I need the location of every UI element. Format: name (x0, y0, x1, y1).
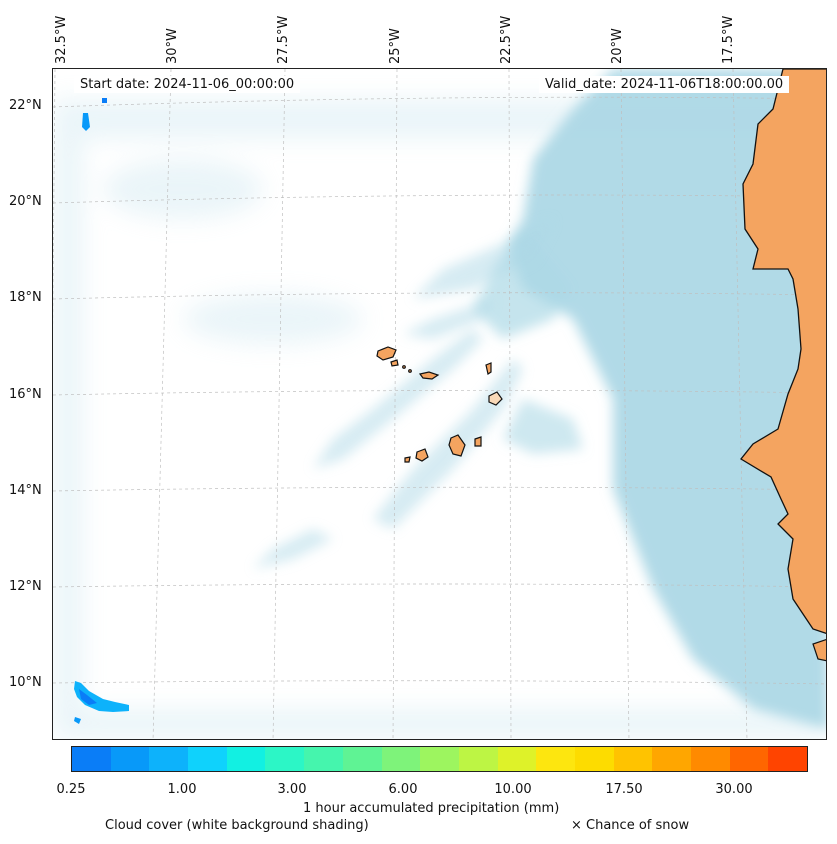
start-date-label: Start date: 2024-11-06_00:00:00 (74, 76, 301, 93)
africa-coast (740, 69, 826, 635)
colorbar-tick-label: 6.00 (388, 782, 418, 797)
colorbar-segment (613, 747, 653, 771)
lat-label: 12°N (9, 579, 42, 594)
colorbar-segment (768, 747, 808, 771)
lon-label: 17.5°W (721, 15, 736, 64)
colorbar-title: 1 hour accumulated precipitation (mm) (303, 801, 560, 816)
colorbar-segment (691, 747, 730, 771)
precipitation-patches (74, 98, 129, 724)
lat-label: 18°N (9, 290, 42, 305)
valid-date-label: Valid_date: 2024-11-06T18:00:00.00 (539, 76, 790, 93)
map-canvas (53, 69, 826, 739)
colorbar-segment (149, 747, 189, 771)
lon-label: 30°W (165, 28, 180, 64)
colorbar-tick-label: 10.00 (494, 782, 532, 797)
colorbar-segment (226, 747, 266, 771)
colorbar-segment (342, 747, 382, 771)
colorbar-tick-label: 30.00 (715, 782, 753, 797)
cape-verde-islands (376, 346, 503, 463)
lon-label: 25°W (388, 28, 403, 64)
colorbar-segment (304, 747, 343, 771)
colorbar-segment (72, 747, 111, 771)
cloud-cover (473, 69, 826, 729)
lon-label: 20°W (610, 28, 625, 64)
lon-label: 27.5°W (276, 15, 291, 64)
lat-label: 14°N (9, 483, 42, 498)
colorbar-tick-label: 0.25 (56, 782, 86, 797)
lat-label: 16°N (9, 387, 42, 402)
colorbar-segment (729, 747, 769, 771)
lat-label: 10°N (9, 675, 42, 690)
colorbar-tick-label: 17.50 (605, 782, 643, 797)
colorbar-segment (381, 747, 421, 771)
colorbar-tick-label: 3.00 (277, 782, 307, 797)
map-panel[interactable] (52, 68, 827, 740)
colorbar-segment (420, 747, 459, 771)
graticule (53, 69, 826, 739)
colorbar-segment (536, 747, 575, 771)
colorbar-segment (110, 747, 150, 771)
africa-coast-south (812, 639, 826, 662)
colorbar-segment (458, 747, 498, 771)
colorbar-segment (652, 747, 691, 771)
colorbar-tick-label: 1.00 (167, 782, 197, 797)
colorbar-segment (265, 747, 305, 771)
cloud-streaks (253, 219, 553, 569)
cloud-cover-legend: Cloud cover (white background shading) (105, 818, 369, 833)
colorbar-segment (497, 747, 537, 771)
snow-legend: × Chance of snow (571, 818, 690, 833)
lat-label: 20°N (9, 194, 42, 209)
lon-label: 22.5°W (499, 15, 514, 64)
colorbar-segment (574, 747, 614, 771)
precipitation-colorbar (71, 746, 808, 772)
lon-label: 32.5°W (54, 15, 69, 64)
lat-label: 22°N (9, 98, 42, 113)
colorbar-segment (188, 747, 227, 771)
